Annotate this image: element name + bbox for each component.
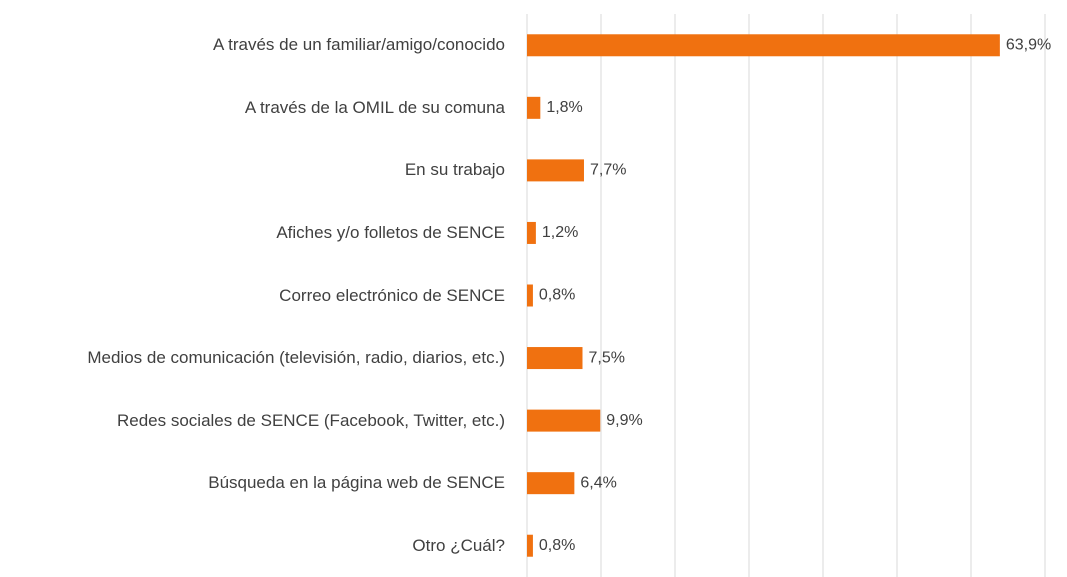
- value-label: 0,8%: [539, 287, 575, 304]
- category-label: Correo electrónico de SENCE: [279, 285, 505, 305]
- bar: [527, 347, 583, 370]
- category-label: Afiches y/o folletos de SENCE: [276, 222, 505, 242]
- category-label-row: A través de un familiar/amigo/conocido: [0, 34, 505, 56]
- category-label-row: Medios de comunicación (televisión, radi…: [0, 347, 505, 369]
- bar: [527, 284, 533, 307]
- category-label-row: Otro ¿Cuál?: [0, 535, 505, 557]
- value-label: 7,5%: [589, 349, 625, 366]
- category-label-row: A través de la OMIL de su comuna: [0, 97, 505, 119]
- value-label: 1,2%: [542, 224, 578, 241]
- category-label-row: Búsqueda en la página web de SENCE: [0, 472, 505, 494]
- bar: [527, 409, 601, 432]
- bar: [527, 159, 584, 182]
- category-label-row: Redes sociales de SENCE (Facebook, Twitt…: [0, 410, 505, 432]
- bar: [527, 472, 575, 495]
- value-label: 1,8%: [546, 99, 582, 116]
- category-label-row: En su trabajo: [0, 159, 505, 181]
- bar: [527, 96, 541, 119]
- category-label-row: Afiches y/o folletos de SENCE: [0, 222, 505, 244]
- category-label: Otro ¿Cuál?: [412, 535, 505, 555]
- category-label: Búsqueda en la página web de SENCE: [208, 473, 505, 493]
- category-label: A través de la OMIL de su comuna: [244, 97, 505, 117]
- value-label: 0,8%: [539, 537, 575, 554]
- value-label: 9,9%: [606, 412, 642, 429]
- category-label: Redes sociales de SENCE (Facebook, Twitt…: [116, 410, 505, 430]
- category-label: En su trabajo: [404, 160, 505, 180]
- value-label: 63,9%: [1006, 36, 1051, 53]
- bar: [527, 534, 533, 557]
- category-label: A través de un familiar/amigo/conocido: [213, 35, 505, 55]
- category-label-row: Correo electrónico de SENCE: [0, 285, 505, 307]
- bar: [527, 221, 536, 244]
- value-label: 7,7%: [590, 162, 626, 179]
- bar: [527, 34, 1000, 57]
- value-label: 6,4%: [580, 474, 616, 491]
- category-label: Medios de comunicación (televisión, radi…: [87, 348, 505, 368]
